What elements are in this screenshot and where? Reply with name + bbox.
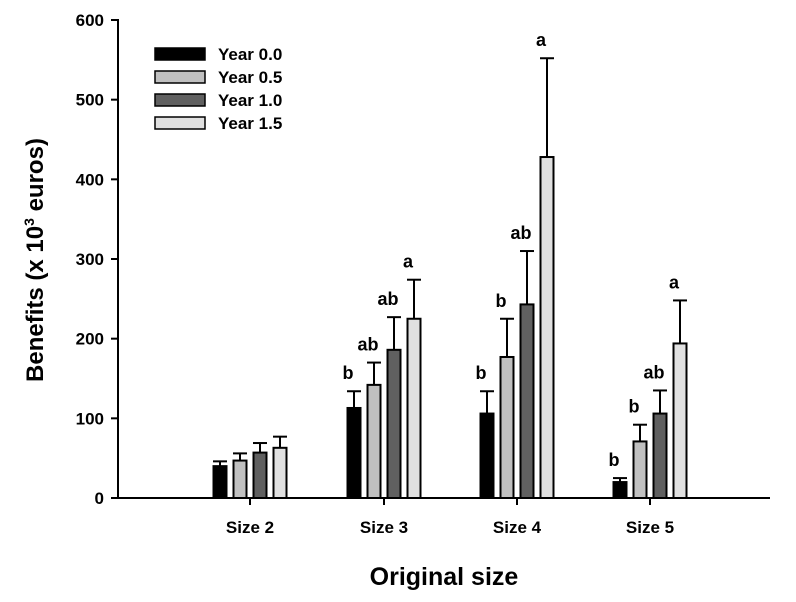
x-tick-label: Size 4 — [493, 518, 542, 537]
x-axis-title: Original size — [370, 563, 519, 591]
bar-year-1-5 — [272, 446, 288, 499]
bar-year-1-0 — [652, 412, 668, 500]
y-tick-label: 600 — [76, 11, 104, 30]
bar-year-0-5 — [632, 440, 648, 500]
y-tick-label: 200 — [76, 330, 104, 349]
y-tick-label: 0 — [95, 489, 104, 508]
y-tick-label: 400 — [76, 170, 104, 189]
significance-letter: ab — [377, 289, 398, 309]
significance-letter: ab — [357, 335, 378, 355]
significance-letter: ab — [510, 223, 531, 243]
significance-letter: a — [669, 272, 680, 292]
bar-year-1-0 — [386, 348, 402, 499]
bar-year-0-5 — [366, 383, 382, 499]
x-tick-label: Size 3 — [360, 518, 408, 537]
bar-year-1-5 — [406, 317, 422, 499]
legend-label: Year 0.0 — [218, 45, 282, 64]
y-tick-label: 300 — [76, 250, 104, 269]
x-tick-label: Size 5 — [626, 518, 674, 537]
bar-year-1-5 — [539, 156, 555, 499]
legend-label: Year 1.5 — [218, 114, 282, 133]
legend-swatch — [154, 70, 206, 84]
bar-year-0-0 — [612, 481, 628, 500]
significance-letter: ab — [643, 362, 664, 382]
y-axis-title: Benefits (x 103 euros) — [21, 138, 49, 382]
bar-year-0-0 — [479, 412, 495, 500]
y-tick-label: 100 — [76, 409, 104, 428]
legend-swatch — [154, 47, 206, 61]
significance-letter: b — [496, 291, 507, 311]
bar-year-0-0 — [346, 406, 362, 499]
significance-letter: b — [609, 450, 620, 470]
significance-letter: a — [403, 252, 414, 272]
significance-letter: a — [536, 30, 547, 50]
legend-label: Year 0.5 — [218, 68, 282, 87]
bar-year-0-5 — [499, 355, 515, 499]
legend-swatch — [154, 93, 206, 107]
significance-letter: b — [629, 397, 640, 417]
y-tick-label: 500 — [76, 91, 104, 110]
x-tick-label: Size 2 — [226, 518, 274, 537]
bar-year-1-5 — [672, 342, 688, 499]
significance-letter: b — [476, 363, 487, 383]
legend-swatch — [154, 116, 206, 130]
legend-label: Year 1.0 — [218, 91, 282, 110]
bar-year-1-0 — [252, 451, 268, 499]
bar-year-0-5 — [232, 459, 248, 500]
significance-letter: b — [343, 363, 354, 383]
bar-year-0-0 — [212, 465, 228, 499]
bar-year-1-0 — [519, 303, 535, 499]
